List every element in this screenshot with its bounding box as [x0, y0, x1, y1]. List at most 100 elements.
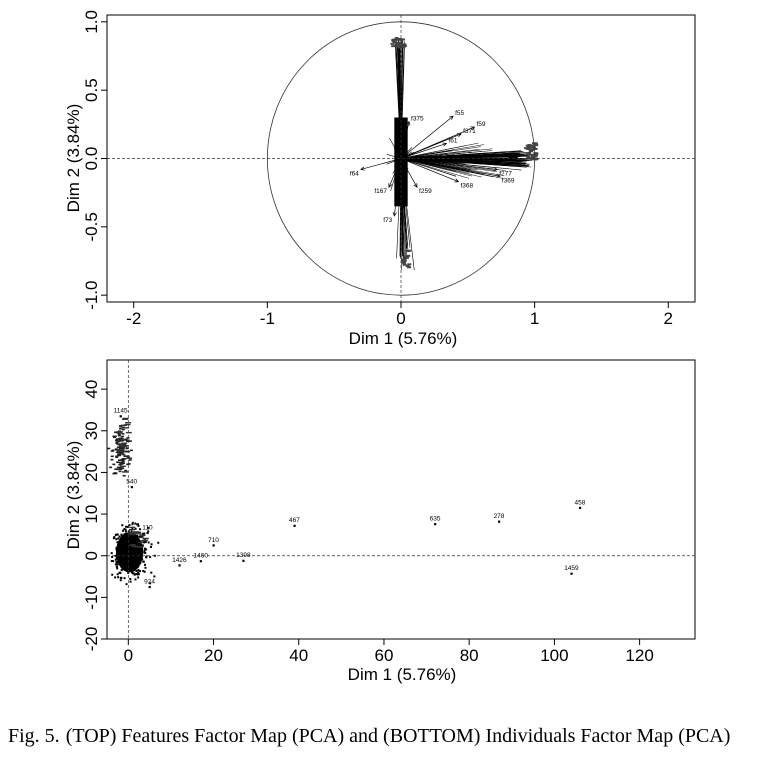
individual-point — [136, 562, 139, 565]
individual-point — [120, 533, 123, 536]
individual-point — [146, 531, 149, 535]
individual-label-clutter — [137, 536, 144, 539]
feature-arrow — [360, 158, 402, 170]
individual-point — [123, 543, 126, 546]
individual-point — [123, 439, 127, 441]
individual-point — [135, 569, 138, 572]
individual-point — [143, 549, 146, 552]
individual-point — [123, 577, 126, 580]
individual-point — [153, 575, 156, 578]
feature-arrow-head — [442, 142, 448, 147]
individual-point — [124, 548, 127, 551]
individual-point — [129, 536, 132, 539]
individual-point — [116, 541, 119, 544]
feature-label-clutter — [407, 263, 412, 266]
individual-point — [133, 551, 136, 554]
individual-point — [122, 568, 125, 571]
individual-point — [143, 547, 146, 550]
individual-point — [122, 545, 125, 548]
individual-point — [118, 571, 121, 574]
individual-point — [116, 573, 119, 576]
individual-label-clutter — [141, 539, 148, 542]
individual-point — [125, 533, 128, 536]
individual-point — [121, 552, 124, 555]
feature-label-clutter — [406, 254, 411, 257]
individual-point — [134, 538, 137, 541]
individual-point — [118, 437, 122, 440]
feature-label-clutter — [405, 264, 410, 267]
individual-point — [131, 550, 134, 553]
individual-point — [123, 545, 126, 548]
individual-point — [178, 564, 181, 567]
individual-label-clutter — [126, 457, 133, 459]
feature-arrow-head — [413, 183, 418, 188]
individual-point — [112, 472, 116, 475]
individual-point — [128, 534, 131, 537]
individual-point — [129, 577, 132, 580]
individual-point — [212, 544, 215, 547]
individual-point — [117, 446, 121, 448]
top-x-tick-label: 1 — [530, 309, 539, 328]
feature-arrow-head — [449, 115, 454, 120]
individual-point — [137, 543, 140, 546]
caption-figure-number: Fig. 5. — [8, 725, 60, 747]
individuals-factor-map: 4582786354677101398146014261459540110924… — [64, 359, 696, 684]
individual-label-clutter — [116, 431, 123, 433]
individual-point — [111, 556, 114, 559]
individual-label-clutter — [128, 528, 135, 531]
individual-point — [139, 562, 142, 565]
individual-point — [121, 461, 125, 464]
individual-point — [139, 557, 142, 560]
feature-label-clutter — [394, 43, 399, 46]
bottom-y-tick-label: 40 — [82, 380, 101, 399]
figure-caption: Fig. 5. (TOP) Features Factor Map (PCA) a… — [8, 724, 758, 749]
individual-label-clutter — [124, 423, 131, 426]
individual-point — [120, 447, 124, 450]
individual-point — [135, 551, 138, 554]
feature-arrow — [400, 133, 462, 159]
individual-point — [134, 555, 137, 558]
individual-point — [125, 557, 128, 560]
individual-point — [130, 542, 133, 545]
top-x-tick-label: -1 — [260, 309, 275, 328]
individual-points: 4582786354677101398146014261459540110924… — [114, 408, 586, 589]
individual-label-clutter — [117, 444, 124, 446]
individual-label-clutter — [129, 533, 136, 536]
individual-point — [120, 536, 123, 539]
individual-point — [127, 463, 131, 465]
individual-point — [114, 448, 118, 450]
individual-point — [120, 553, 123, 556]
individual-point — [122, 566, 125, 569]
individual-point — [111, 449, 115, 452]
individual-label-clutter — [116, 432, 123, 434]
individual-label-clutter — [133, 531, 140, 533]
individual-point — [132, 550, 135, 553]
individual-label-clutter — [122, 417, 129, 420]
individual-point — [120, 565, 123, 568]
individual-point — [133, 538, 136, 541]
individual-point — [123, 536, 126, 539]
bottom-y-axis-title: Dim 2 (3.84%) — [64, 441, 83, 550]
individual-point — [107, 447, 111, 450]
feature-label-clutter — [525, 153, 530, 156]
individual-point — [117, 576, 120, 579]
feature-label-clutter — [403, 256, 408, 259]
individual-point — [134, 527, 137, 530]
individual-point — [131, 521, 134, 524]
individual-point — [139, 554, 142, 557]
individual-point — [125, 562, 128, 565]
individual-point — [129, 557, 132, 560]
feature-label-clutter — [401, 260, 406, 263]
individual-point — [131, 523, 134, 526]
feature-arrow-label: f368 — [460, 183, 473, 190]
bottom-x-axis-title: Dim 1 (5.76%) — [348, 665, 457, 684]
bottom-y-tick-label: -10 — [82, 585, 101, 610]
individual-point — [120, 563, 123, 566]
individual-point — [114, 558, 117, 561]
individual-point — [129, 547, 132, 550]
feature-label-clutter — [402, 263, 407, 266]
individual-point — [119, 549, 122, 552]
individual-point — [133, 565, 136, 568]
feature-label-clutter — [526, 147, 531, 150]
individual-point — [131, 527, 134, 530]
